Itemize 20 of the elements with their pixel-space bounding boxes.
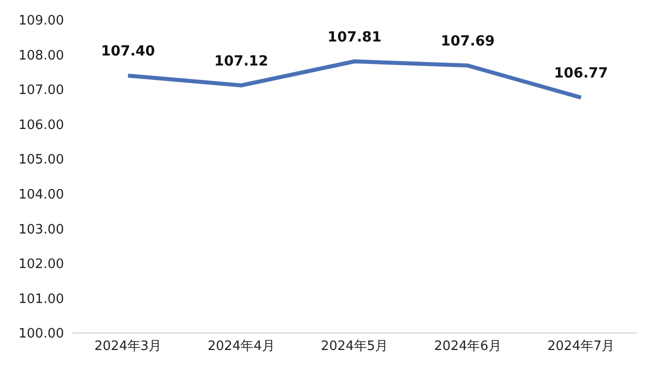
data-label: 106.77 bbox=[554, 66, 608, 82]
data-label: 107.81 bbox=[327, 29, 382, 46]
y-tick-label: 101.00 bbox=[18, 292, 64, 307]
y-tick-label: 104.00 bbox=[18, 188, 64, 203]
y-tick-label: 102.00 bbox=[18, 257, 64, 272]
y-tick-label: 103.00 bbox=[18, 222, 64, 238]
y-tick-label: 106.00 bbox=[18, 118, 64, 133]
data-label: 107.40 bbox=[100, 44, 156, 60]
x-tick-label: 2024年4月 bbox=[208, 339, 275, 354]
y-tick-label: 107.00 bbox=[18, 83, 64, 98]
data-label: 107.12 bbox=[214, 53, 268, 70]
data-label: 107.69 bbox=[440, 34, 495, 50]
x-tick-label: 2024年3月 bbox=[94, 339, 162, 354]
x-tick-label: 2024年5月 bbox=[320, 339, 388, 354]
x-tick-label: 2024年6月 bbox=[434, 339, 502, 354]
y-tick-label: 105.00 bbox=[18, 152, 64, 168]
y-tick-label: 100.00 bbox=[18, 326, 64, 342]
x-tick-label: 2024年7月 bbox=[547, 339, 615, 354]
y-tick-label: 108.00 bbox=[18, 48, 64, 64]
y-tick-label: 109.00 bbox=[18, 14, 64, 29]
